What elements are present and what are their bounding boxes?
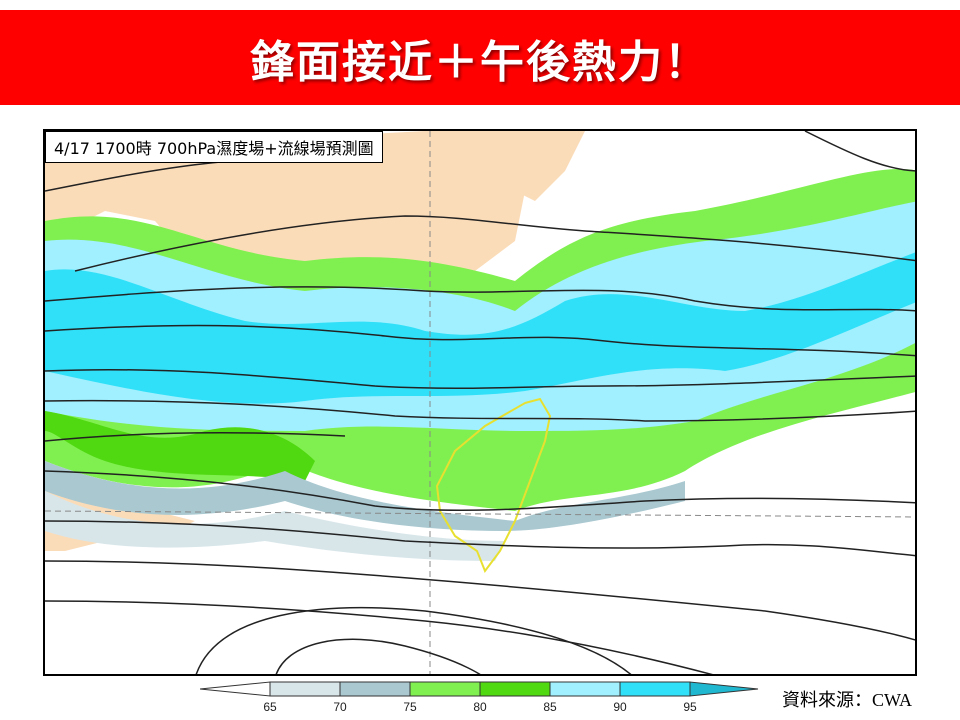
colorbar-bin-70-75: [339, 681, 411, 697]
colorbar-bin-80-85: [479, 681, 551, 697]
colorbar: [200, 681, 759, 697]
colorbar-high-arrow: [689, 681, 759, 697]
humidity-streamline-map: 4/17 1700時 700hPa濕度場+流線場預測圖: [43, 129, 917, 676]
title-banner: 鋒面接近＋午後熱力！: [0, 10, 960, 105]
colorbar-tick: 85: [543, 700, 557, 714]
colorbar-tick: 95: [683, 700, 697, 714]
data-source: 資料來源：CWA: [782, 690, 912, 710]
colorbar-bin-65-70: [269, 681, 341, 697]
dashed-gridlines: [45, 131, 915, 674]
humidity-fill: [45, 169, 915, 561]
colorbar-low-arrow: [200, 681, 271, 697]
colorbar-tick: 65: [263, 700, 277, 714]
taiwan-outline: [435, 397, 552, 574]
colorbar-tick: 90: [613, 700, 627, 714]
colorbar-bin-85-90: [549, 681, 621, 697]
map-label: 4/17 1700時 700hPa濕度場+流線場預測圖: [45, 131, 383, 163]
colorbar-tick: 70: [333, 700, 347, 714]
colorbar-tick: 75: [403, 700, 417, 714]
land-korea: [515, 131, 585, 201]
map-canvas: [45, 131, 915, 674]
colorbar-tick: 80: [473, 700, 487, 714]
colorbar-bin-75-80: [409, 681, 481, 697]
colorbar-bin-90-95: [619, 681, 691, 697]
banner-title: 鋒面接近＋午後熱力！: [250, 36, 710, 88]
